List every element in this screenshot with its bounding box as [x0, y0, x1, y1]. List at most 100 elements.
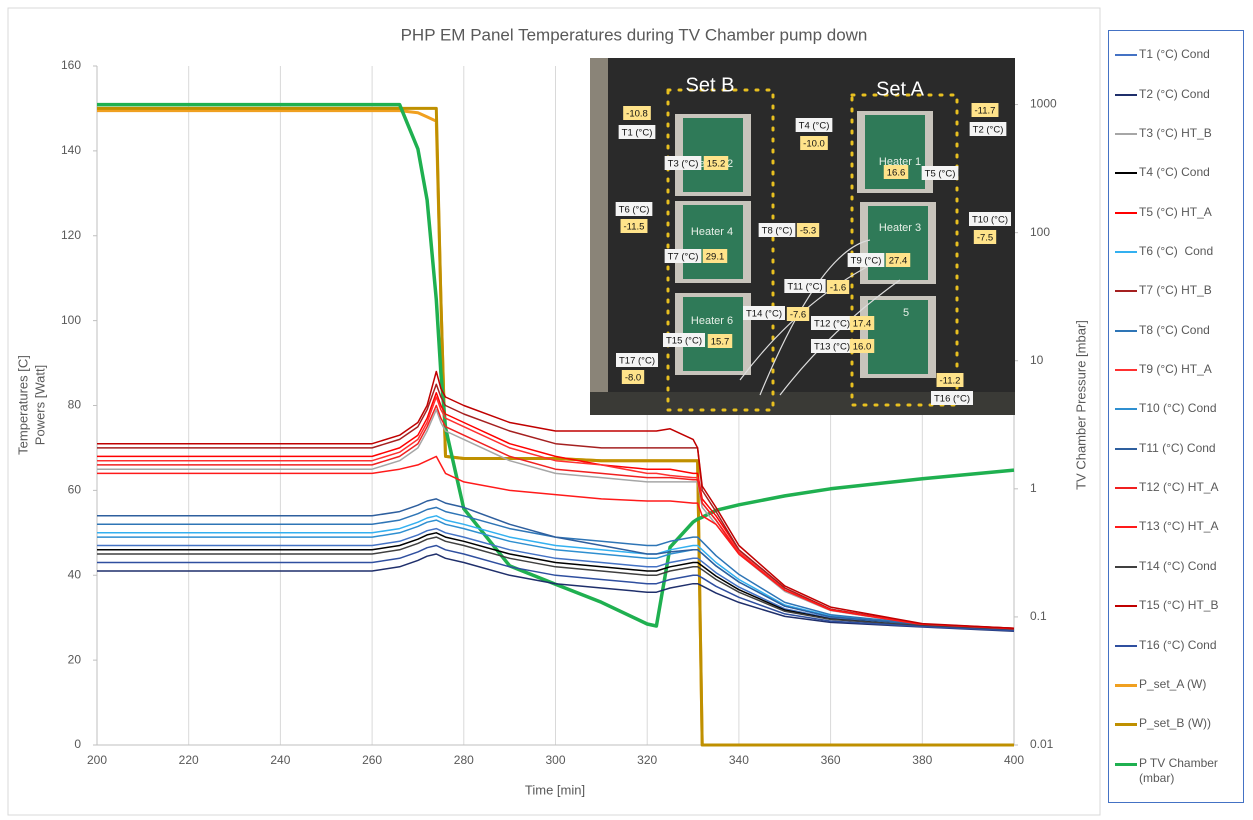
- legend-swatch: [1115, 408, 1137, 410]
- legend-item: T9 (°C) HT_A: [1109, 362, 1243, 377]
- x-tick-label: 200: [87, 753, 107, 767]
- legend-item: P_set_B (W)): [1109, 716, 1243, 731]
- legend-item: T2 (°C) Cond: [1109, 87, 1243, 102]
- legend-item: T11 (°C) Cond: [1109, 441, 1243, 456]
- heater: [868, 300, 928, 374]
- legend-label: T11 (°C) Cond: [1137, 441, 1216, 456]
- x-tick-label: 220: [179, 753, 199, 767]
- photo-label: T10 (°C): [972, 215, 1008, 226]
- legend-label: T8 (°C) Cond: [1137, 323, 1210, 338]
- legend-label: T9 (°C) HT_A: [1137, 362, 1212, 377]
- photo-label: -11.5: [624, 222, 645, 233]
- legend-label: T10 (°C) Cond: [1137, 401, 1217, 416]
- y2-tick-label: 10: [1030, 353, 1044, 367]
- legend-item: T3 (°C) HT_B: [1109, 126, 1243, 141]
- photo-label: T3 (°C): [668, 159, 699, 170]
- y2-tick-label: 0.1: [1030, 609, 1047, 623]
- chart-title: PHP EM Panel Temperatures during TV Cham…: [401, 25, 868, 44]
- photo-label: T13 (°C): [814, 342, 850, 353]
- legend-item: T5 (°C) HT_A: [1109, 205, 1243, 220]
- legend-swatch: [1115, 172, 1137, 174]
- photo-label: -8.0: [625, 373, 641, 384]
- photo-label: T16 (°C): [934, 394, 970, 405]
- photo-label: -10.8: [626, 109, 648, 120]
- photo-label: 15.2: [707, 159, 726, 170]
- photo-label: T9 (°C): [851, 256, 882, 267]
- legend-item: T7 (°C) HT_B: [1109, 283, 1243, 298]
- photo-label: T12 (°C): [814, 319, 850, 330]
- page: PHP EM Panel Temperatures during TV Cham…: [0, 0, 1253, 820]
- y-tick-label: 60: [68, 483, 82, 497]
- photo-label: 15.7: [711, 337, 730, 348]
- y2-tick-label: 1000: [1030, 97, 1057, 111]
- y-tick-label: 140: [61, 143, 81, 157]
- photo-label: -11.7: [975, 106, 996, 117]
- y-tick-label: 0: [74, 737, 81, 751]
- legend-swatch: [1115, 526, 1137, 528]
- photo-label: T14 (°C): [746, 309, 782, 320]
- legend-item: T16 (°C) Cond: [1109, 638, 1243, 653]
- x-tick-label: 360: [821, 753, 841, 767]
- legend-swatch: [1115, 763, 1137, 766]
- legend-swatch: [1115, 133, 1137, 135]
- photo-heading: Set B: [686, 74, 735, 96]
- photo-label: T7 (°C): [668, 252, 699, 263]
- heater: [683, 205, 743, 279]
- photo-label: T2 (°C): [973, 125, 1004, 136]
- legend-item: T15 (°C) HT_B: [1109, 598, 1243, 613]
- photo-label: 16.0: [853, 342, 872, 353]
- y2-tick-label: 1: [1030, 481, 1037, 495]
- legend-swatch: [1115, 645, 1137, 647]
- legend-swatch: [1115, 369, 1137, 371]
- legend-swatch: [1115, 566, 1137, 568]
- heater: [683, 118, 743, 192]
- legend-swatch: [1115, 448, 1137, 450]
- legend-label: T1 (°C) Cond: [1137, 47, 1210, 62]
- photo-heading: Set A: [876, 78, 924, 100]
- legend-item: P TV Chamber (mbar): [1109, 756, 1243, 786]
- legend-label: T13 (°C) HT_A: [1137, 519, 1218, 534]
- photo-label: -5.3: [800, 226, 816, 237]
- legend: T1 (°C) Cond T2 (°C) Cond T3 (°C) HT_B T4 (…: [1108, 30, 1244, 803]
- y-axis-label: Temperatures [C]: [15, 355, 30, 455]
- x-tick-label: 340: [729, 753, 749, 767]
- legend-label: T7 (°C) HT_B: [1137, 283, 1212, 298]
- legend-item: T14 (°C) Cond: [1109, 559, 1243, 574]
- photo-label: T11 (°C): [787, 282, 822, 293]
- legend-swatch: [1115, 684, 1137, 687]
- legend-swatch: [1115, 330, 1137, 332]
- photo-label: T15 (°C): [666, 336, 702, 347]
- y-axis-label: Powers [Watt]: [32, 365, 47, 445]
- legend-swatch: [1115, 290, 1137, 292]
- legend-item: T13 (°C) HT_A: [1109, 519, 1243, 534]
- photo-label: -11.2: [940, 376, 961, 387]
- y-tick-label: 20: [68, 652, 82, 666]
- y-tick-label: 120: [61, 228, 81, 242]
- legend-label: T14 (°C) Cond: [1137, 559, 1217, 574]
- legend-swatch: [1115, 487, 1137, 489]
- photo-label: 27.4: [889, 256, 908, 267]
- y2-axis-label: TV Chamber Pressure [mbar]: [1073, 320, 1088, 490]
- y2-tick-label: 0.01: [1030, 737, 1054, 751]
- photo-label: T4 (°C): [799, 121, 830, 132]
- photo-label: T6 (°C): [619, 205, 650, 216]
- y2-tick-label: 100: [1030, 225, 1050, 239]
- x-axis-label: Time [min]: [525, 782, 585, 797]
- photo-label: -7.6: [790, 310, 806, 321]
- photo-label: T8 (°C): [762, 226, 793, 237]
- legend-swatch: [1115, 251, 1137, 253]
- legend-label: T5 (°C) HT_A: [1137, 205, 1212, 220]
- legend-label: T6 (°C) Cond: [1137, 244, 1213, 259]
- photo-heater-label: Heater 6: [691, 315, 733, 327]
- photo-heater-label: Heater 3: [879, 222, 921, 234]
- legend-item: P_set_A (W): [1109, 677, 1243, 692]
- photo-label: -10.0: [803, 139, 825, 150]
- legend-label: T4 (°C) Cond: [1137, 165, 1210, 180]
- photo-label: 17.4: [853, 319, 872, 330]
- legend-swatch: [1115, 212, 1137, 214]
- x-tick-label: 380: [912, 753, 932, 767]
- chart: PHP EM Panel Temperatures during TV Cham…: [0, 0, 1105, 820]
- legend-label: T16 (°C) Cond: [1137, 638, 1217, 653]
- x-tick-label: 400: [1004, 753, 1024, 767]
- legend-swatch: [1115, 605, 1137, 607]
